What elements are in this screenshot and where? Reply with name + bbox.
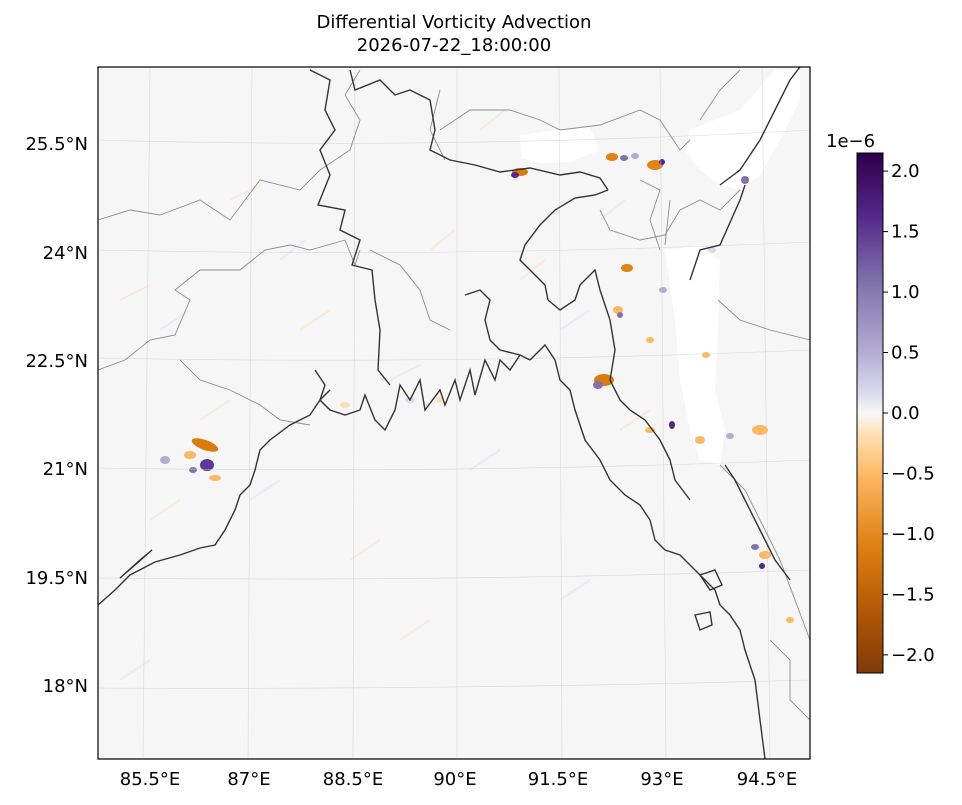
lat-label: 19.5°N bbox=[25, 568, 88, 589]
colorbar-offset-label: 1e−6 bbox=[826, 131, 875, 152]
map-frame bbox=[97, 66, 811, 760]
lon-label: 85.5°E bbox=[120, 769, 180, 790]
colorbar-gradient bbox=[856, 152, 884, 674]
lon-label: 88.5°E bbox=[323, 769, 383, 790]
lat-label: 22.5°N bbox=[25, 351, 88, 372]
coastline-and-national-borders bbox=[98, 67, 801, 759]
map-subtitle-datetime: 2026-07-22_18:00:00 bbox=[356, 35, 552, 56]
lon-label: 87°E bbox=[227, 769, 270, 790]
colorbar-tick-label: −1.0 bbox=[891, 524, 935, 545]
longitude-labels: 85.5°E 87°E 88.5°E 90°E 91.5°E 93°E 94.5… bbox=[120, 769, 797, 790]
state-borders bbox=[98, 69, 810, 721]
colorbar: 1e−6 2.0 1.5 1.0 0.5 0.0 −0.5 −1.0 −1.5 −2.0 bbox=[826, 131, 935, 674]
lon-label: 93°E bbox=[640, 769, 683, 790]
colorbar-tick-label: −2.0 bbox=[891, 645, 935, 666]
lon-label: 91.5°E bbox=[528, 769, 588, 790]
lat-label: 21°N bbox=[43, 459, 88, 480]
colorbar-tick-label: 1.0 bbox=[891, 282, 920, 303]
colorbar-tick-label: −0.5 bbox=[891, 463, 935, 484]
colorbar-tick-label: 1.5 bbox=[891, 222, 920, 243]
map-title: Differential Vorticity Advection bbox=[316, 12, 592, 33]
colorbar-tick-label: −1.5 bbox=[891, 584, 935, 605]
lat-label: 25.5°N bbox=[25, 134, 88, 155]
colorbar-tick-label: 0.0 bbox=[891, 403, 920, 424]
lon-label: 90°E bbox=[433, 769, 476, 790]
colorbar-tick-label: 2.0 bbox=[891, 161, 920, 182]
latitude-labels: 25.5°N 24°N 22.5°N 21°N 19.5°N 18°N bbox=[25, 134, 88, 697]
vorticity-features bbox=[160, 153, 794, 623]
gridlines bbox=[98, 67, 810, 759]
colorbar-tick-label: 0.5 bbox=[891, 343, 920, 364]
colorbar-ticks: 2.0 1.5 1.0 0.5 0.0 −0.5 −1.0 −1.5 −2.0 bbox=[883, 161, 935, 666]
lat-label: 24°N bbox=[43, 243, 88, 264]
lat-label: 18°N bbox=[43, 676, 88, 697]
field-texture bbox=[119, 109, 651, 681]
masked-terrain-region bbox=[520, 70, 800, 465]
lon-label: 94.5°E bbox=[737, 769, 797, 790]
